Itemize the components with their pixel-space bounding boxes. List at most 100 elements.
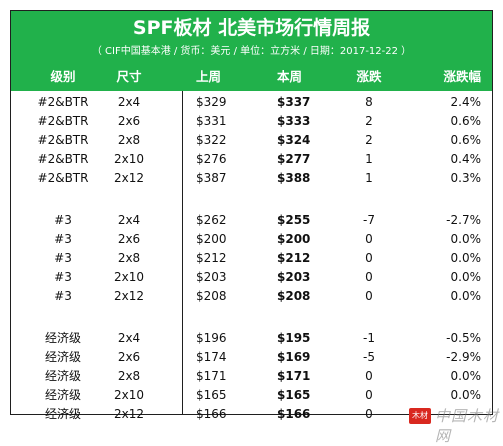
cell-change-pct: 0.0%	[450, 289, 482, 303]
cell-last-week: $174	[196, 350, 227, 364]
cell-change: -1	[363, 331, 375, 345]
column-header-this-week: 本周	[277, 69, 303, 84]
cell-last-week: $165	[196, 388, 227, 402]
cell-grade: #2&BTR	[37, 114, 89, 128]
site-watermark: 木材 中国木材网	[409, 406, 499, 445]
cell-last-week: $208	[196, 289, 227, 303]
cell-this-week: $388	[277, 171, 311, 185]
cell-this-week: $277	[277, 152, 311, 166]
cell-last-week: $196	[196, 331, 227, 345]
cell-change: 8	[365, 95, 373, 109]
cell-grade: #2&BTR	[37, 95, 89, 109]
table-row: 经济级 2x4 $196 $195 -1 -0.5%	[11, 329, 492, 348]
cell-this-week: $200	[277, 232, 311, 246]
cell-change: -7	[363, 213, 375, 227]
cell-change: 0	[365, 369, 373, 383]
table-row: 经济级 2x12 $166 $166 0	[11, 405, 492, 424]
column-header-change: 涨跌	[356, 69, 382, 84]
cell-size: 2x10	[113, 270, 144, 284]
cell-change-pct: 0.0%	[450, 232, 482, 246]
cell-change-pct: -2.9%	[446, 350, 481, 364]
table-row: #2&BTR 2x10 $276 $277 1 0.4%	[11, 150, 492, 169]
table-row: #3 2x8 $212 $212 0 0.0%	[11, 249, 492, 268]
cell-grade: #3	[54, 213, 72, 227]
cell-size: 2x12	[113, 171, 144, 185]
cell-last-week: $276	[196, 152, 227, 166]
cell-this-week: $255	[277, 213, 311, 227]
cell-this-week: $195	[277, 331, 311, 345]
cell-grade: 经济级	[44, 407, 81, 421]
cell-change: 0	[365, 251, 373, 265]
cell-size: 2x4	[117, 331, 141, 345]
cell-size: 2x8	[117, 133, 141, 147]
cell-change-pct: 2.4%	[450, 95, 482, 109]
cell-change-pct: 0.4%	[450, 152, 482, 166]
cell-last-week: $212	[196, 251, 227, 265]
cell-size: 2x10	[113, 152, 144, 166]
cell-change-pct: 0.0%	[450, 270, 482, 284]
column-header-last-week: 上周	[196, 69, 222, 84]
cell-last-week: $171	[196, 369, 227, 383]
cell-change: 1	[365, 152, 373, 166]
cell-this-week: $212	[277, 251, 311, 265]
cell-size: 2x4	[117, 213, 141, 227]
cell-last-week: $203	[196, 270, 227, 284]
table-row: #3 2x10 $203 $203 0 0.0%	[11, 268, 492, 287]
price-report-table: SPF板材 北美市场行情周报 （ CIF中国基本港 / 货币：美元 / 单位：立…	[10, 10, 498, 445]
table-row: #2&BTR 2x4 $329 $337 8 2.4%	[11, 93, 492, 112]
cell-grade: #3	[54, 251, 72, 265]
cell-change-pct: -2.7%	[446, 213, 481, 227]
table-row: #3 2x12 $208 $208 0 0.0%	[11, 287, 492, 306]
cell-last-week: $387	[196, 171, 227, 185]
report-header: SPF板材 北美市场行情周报 （ CIF中国基本港 / 货币：美元 / 单位：立…	[11, 11, 492, 91]
cell-size: 2x6	[117, 232, 141, 246]
cell-change-pct: 0.3%	[450, 171, 482, 185]
cell-last-week: $322	[196, 133, 227, 147]
table-row: #3 2x4 $262 $255 -7 -2.7%	[11, 211, 492, 230]
cell-size: 2x12	[113, 289, 144, 303]
cell-last-week: $329	[196, 95, 227, 109]
cell-last-week: $331	[196, 114, 227, 128]
cell-grade: #2&BTR	[37, 133, 89, 147]
table-row: 经济级 2x10 $165 $165 0 0.0%	[11, 386, 492, 405]
cell-change-pct: 0.0%	[450, 369, 482, 383]
cell-change-pct: 0.6%	[450, 133, 482, 147]
cell-grade: #2&BTR	[37, 152, 89, 166]
cell-size: 2x8	[117, 251, 141, 265]
cell-grade: 经济级	[44, 331, 81, 345]
cell-last-week: $166	[196, 407, 227, 421]
cell-change: 2	[365, 133, 373, 147]
report-title: SPF板材 北美市场行情周报	[132, 17, 371, 39]
table-row: 经济级 2x6 $174 $169 -5 -2.9%	[11, 348, 492, 367]
cell-this-week: $165	[277, 388, 311, 402]
cell-change: 0	[365, 407, 373, 421]
table-row: #2&BTR 2x12 $387 $388 1 0.3%	[11, 169, 492, 188]
cell-change-pct: 0.6%	[450, 114, 482, 128]
table-row: 经济级 2x8 $171 $171 0 0.0%	[11, 367, 492, 386]
cell-this-week: $169	[277, 350, 311, 364]
table-row: #3 2x6 $200 $200 0 0.0%	[11, 230, 492, 249]
table-row: #2&BTR 2x6 $331 $333 2 0.6%	[11, 112, 492, 131]
cell-grade: 经济级	[44, 388, 81, 402]
cell-size: 2x4	[117, 95, 141, 109]
cell-grade: #2&BTR	[37, 171, 89, 185]
cell-change: 0	[365, 289, 373, 303]
cell-change: 0	[365, 270, 373, 284]
cell-size: 2x8	[117, 369, 141, 383]
column-header-change-pct: 涨跌幅	[443, 69, 481, 84]
cell-change-pct: 0.0%	[450, 388, 482, 402]
cell-size: 2x6	[117, 350, 141, 364]
cell-size: 2x6	[117, 114, 141, 128]
cell-size: 2x12	[113, 407, 144, 421]
cell-last-week: $200	[196, 232, 227, 246]
cell-this-week: $333	[277, 114, 311, 128]
cell-change-pct: -0.5%	[446, 331, 481, 345]
cell-grade: #3	[54, 289, 72, 303]
report-subtitle: （ CIF中国基本港 / 货币：美元 / 单位：立方米 / 日期：2017-12…	[91, 46, 412, 57]
cell-this-week: $171	[277, 369, 311, 383]
cell-change: -5	[363, 350, 375, 364]
column-header-grade: 级别	[50, 69, 76, 84]
cell-last-week: $262	[196, 213, 227, 227]
table-row: #2&BTR 2x8 $322 $324 2 0.6%	[11, 131, 492, 150]
cell-this-week: $203	[277, 270, 311, 284]
